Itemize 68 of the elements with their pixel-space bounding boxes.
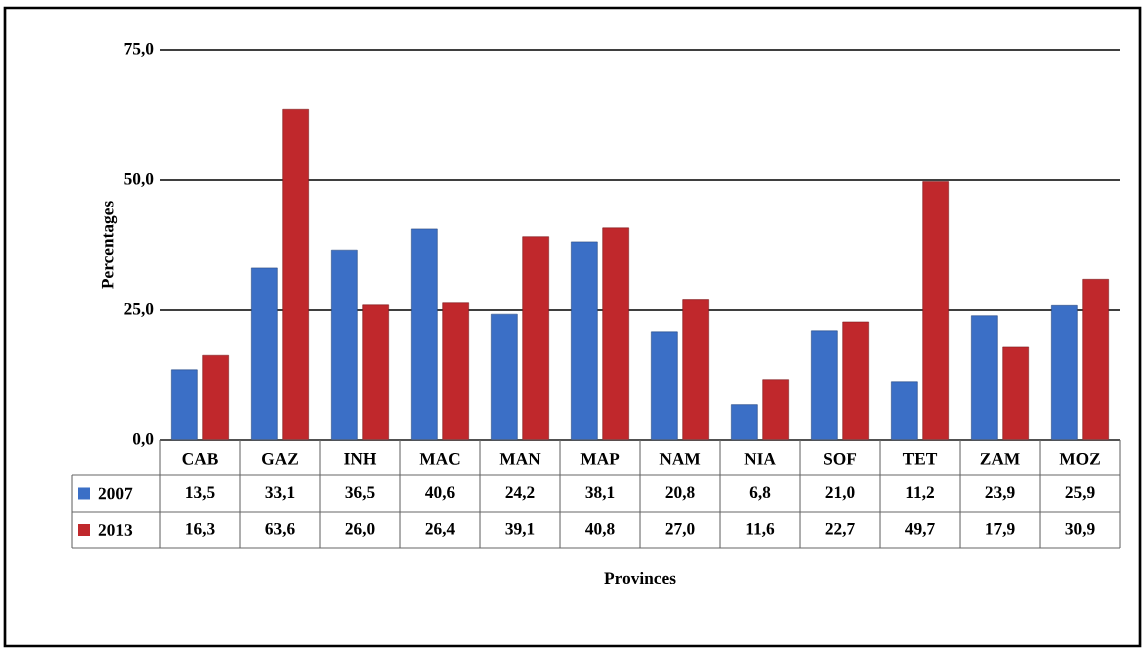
x-tick-label: NAM bbox=[659, 453, 701, 465]
data-label: 36,5 bbox=[345, 486, 375, 501]
data-label: 24,2 bbox=[505, 486, 535, 501]
x-tick-label: MOZ bbox=[1059, 453, 1100, 465]
bar bbox=[571, 241, 598, 441]
data-label: 16,3 bbox=[186, 522, 215, 538]
data-label: 23,9 bbox=[985, 486, 1015, 501]
bar bbox=[762, 379, 789, 441]
data-label: 26,4 bbox=[425, 522, 455, 538]
bar bbox=[811, 330, 838, 441]
x-tick-label: MAN bbox=[499, 453, 541, 465]
data-label: 22,7 bbox=[825, 522, 855, 538]
bar bbox=[682, 299, 709, 441]
data-label: 30,9 bbox=[1065, 522, 1095, 538]
y-tick-label: 50,0 bbox=[124, 172, 154, 188]
bar bbox=[282, 109, 309, 441]
bar bbox=[362, 304, 389, 441]
bar bbox=[1082, 279, 1109, 441]
data-label: 11,2 bbox=[906, 486, 934, 501]
bar bbox=[891, 381, 918, 441]
x-tick-label: GAZ bbox=[262, 453, 298, 465]
data-label: 27,0 bbox=[665, 522, 695, 538]
bar bbox=[171, 369, 198, 441]
y-axis-title: Percentages bbox=[101, 201, 118, 289]
x-tick-label: ZAM bbox=[980, 453, 1020, 465]
text: Provinces bbox=[604, 571, 676, 585]
bar bbox=[442, 302, 469, 441]
y-tick-label: 0,0 bbox=[132, 432, 154, 448]
data-label: 6,8 bbox=[749, 486, 771, 501]
data-label: 40,8 bbox=[585, 522, 615, 538]
data-label: 17,9 bbox=[986, 522, 1015, 538]
x-tick-label: MAP bbox=[580, 453, 620, 465]
data-label: 26,0 bbox=[345, 522, 375, 538]
data-label: 13,5 bbox=[186, 486, 215, 501]
x-tick-label: TET bbox=[902, 453, 938, 465]
data-label: 63,6 bbox=[265, 522, 295, 538]
bar bbox=[491, 313, 518, 441]
bar bbox=[602, 227, 629, 441]
data-label: 33,1 bbox=[265, 486, 295, 501]
bar bbox=[1002, 346, 1029, 441]
data-label: 40,6 bbox=[425, 486, 455, 501]
data-label: 11,6 bbox=[746, 522, 775, 538]
bar bbox=[331, 249, 358, 441]
bar bbox=[1051, 305, 1078, 441]
x-tick-label: MAC bbox=[419, 453, 460, 465]
bar bbox=[251, 267, 278, 441]
x-tick-label: CAB bbox=[182, 453, 218, 465]
bar bbox=[651, 331, 678, 441]
bar bbox=[411, 228, 438, 441]
data-label: 21,0 bbox=[825, 486, 855, 501]
y-tick-label: 75,0 bbox=[124, 42, 154, 58]
legend-label: 2007 bbox=[98, 487, 133, 500]
data-label: 20,8 bbox=[665, 486, 695, 501]
x-tick-label: INH bbox=[344, 453, 377, 465]
data-label: 38,1 bbox=[585, 486, 615, 501]
data-label: 39,1 bbox=[505, 522, 535, 538]
bar bbox=[971, 315, 998, 441]
data-label: 49,7 bbox=[905, 522, 935, 538]
data-label: 25,9 bbox=[1065, 486, 1095, 501]
bar bbox=[202, 354, 229, 441]
bar bbox=[842, 321, 869, 441]
x-tick-label: NIA bbox=[744, 453, 776, 465]
y-tick-label: 25,0 bbox=[124, 302, 154, 318]
bar bbox=[522, 236, 549, 441]
bar bbox=[731, 404, 758, 441]
x-tick-label: SOF bbox=[824, 453, 857, 465]
bar bbox=[922, 181, 949, 441]
legend-label: 2013 bbox=[98, 524, 133, 536]
